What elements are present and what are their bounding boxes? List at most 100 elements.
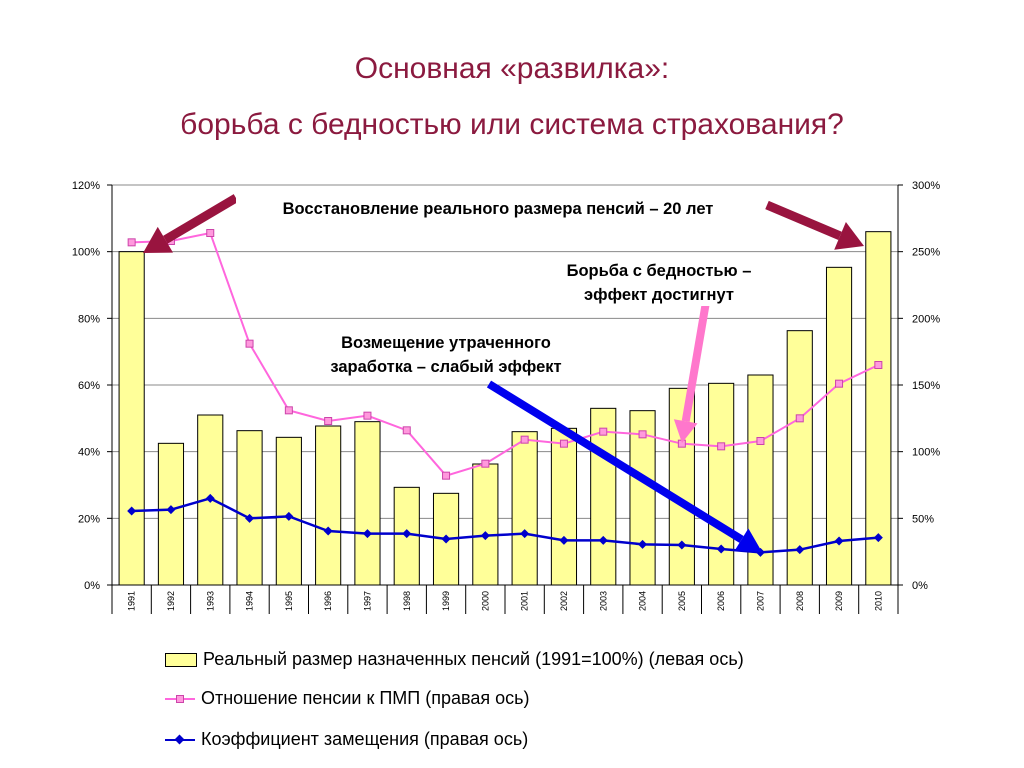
x-tick-label: 1996 bbox=[323, 591, 333, 611]
annotation-box bbox=[236, 195, 760, 221]
x-tick-label: 1993 bbox=[205, 591, 215, 611]
x-tick-label: 1997 bbox=[362, 591, 372, 611]
bar bbox=[118, 251, 145, 586]
legend-swatch-line-pink bbox=[165, 693, 195, 705]
legend-label: Реальный размер назначенных пенсий (1991… bbox=[203, 649, 744, 669]
bar bbox=[236, 430, 263, 586]
left-tick-label: 60% bbox=[78, 380, 100, 392]
pmp-ratio-point bbox=[206, 229, 215, 237]
pmp-ratio-point bbox=[127, 238, 136, 247]
bar bbox=[708, 382, 735, 586]
left-tick-label: 120% bbox=[72, 180, 100, 192]
chart-title-line-1: Основная «развилка»: bbox=[354, 52, 670, 85]
pmp-ratio-point bbox=[717, 442, 726, 451]
replacement-rate-point bbox=[127, 506, 137, 516]
annotation-poverty-line-1: Борьба с бедностью – bbox=[567, 262, 752, 280]
bar bbox=[511, 431, 538, 586]
right-tick-label: 250% bbox=[912, 247, 940, 259]
pmp-ratio-line bbox=[131, 231, 879, 477]
replacement-rate-point bbox=[598, 535, 608, 545]
legend-item-pension-size: Реальный размер назначенных пенсий (1991… bbox=[165, 649, 744, 670]
replacement-rate-point bbox=[480, 531, 490, 541]
bar bbox=[275, 436, 302, 586]
left-tick-label: 100% bbox=[72, 247, 100, 259]
legend-label: Коэффициент замещения (правая ось) bbox=[201, 729, 529, 749]
annotation-compensation-line-1: Возмещение утраченного bbox=[341, 334, 551, 352]
bar bbox=[550, 427, 578, 586]
replacement-rate-point bbox=[716, 544, 726, 554]
chart-title-line-2: борьба с бедностью или система страхован… bbox=[180, 108, 844, 141]
x-tick-label: 1995 bbox=[284, 591, 294, 611]
replacement-rate-point bbox=[441, 534, 451, 544]
arrow-to-2010-shaft bbox=[765, 200, 842, 241]
pmp-ratio-point bbox=[481, 459, 490, 468]
pmp-ratio-point bbox=[245, 339, 254, 348]
x-tick-label: 1992 bbox=[166, 591, 176, 611]
legend-label: Отношение пенсии к ПМП (правая ось) bbox=[201, 688, 530, 708]
x-tick-label: 2007 bbox=[755, 591, 765, 611]
arrow-to-replacement-rate-head bbox=[734, 528, 762, 552]
arrow-to-1991-head bbox=[143, 226, 174, 253]
left-tick-label: 20% bbox=[78, 513, 100, 525]
pmp-ratio-point bbox=[402, 426, 411, 435]
replacement-rate-point bbox=[166, 505, 176, 515]
replacement-rate-point bbox=[638, 539, 648, 549]
x-tick-label: 2005 bbox=[677, 591, 687, 611]
arrow-to-1991-shaft bbox=[163, 194, 239, 244]
replacement-rate-point bbox=[205, 493, 215, 503]
right-tick-label: 200% bbox=[912, 313, 940, 325]
arrow-to-poverty-effect-head bbox=[673, 419, 698, 443]
right-tick-label: 100% bbox=[912, 447, 940, 459]
replacement-rate-point bbox=[284, 511, 294, 521]
x-tick-label: 2006 bbox=[716, 591, 726, 611]
left-tick-label: 0% bbox=[84, 580, 100, 592]
right-tick-label: 0% bbox=[912, 580, 928, 592]
annotation-poverty-line-2: эффект достигнут bbox=[584, 286, 734, 304]
x-tick-label: 2010 bbox=[873, 591, 883, 611]
x-tick-label: 1994 bbox=[245, 591, 255, 611]
bar bbox=[668, 387, 695, 586]
legend-swatch-bar bbox=[165, 652, 197, 667]
x-tick-label: 1998 bbox=[402, 591, 412, 611]
replacement-rate-point bbox=[795, 545, 805, 555]
replacement-rate-point bbox=[873, 533, 883, 543]
bar bbox=[590, 407, 617, 586]
bar bbox=[315, 425, 342, 586]
replacement-rate-point bbox=[834, 536, 844, 546]
x-tick-label: 2008 bbox=[795, 591, 805, 611]
bar bbox=[786, 330, 813, 586]
annotation-compensation-line-2: заработка – слабый эффект bbox=[330, 358, 561, 376]
replacement-rate-point bbox=[362, 529, 372, 539]
pmp-ratio-point bbox=[324, 417, 333, 425]
x-tick-label: 2000 bbox=[480, 591, 490, 611]
right-tick-label: 300% bbox=[912, 180, 940, 192]
pmp-ratio-point bbox=[795, 414, 804, 423]
replacement-rate-point bbox=[323, 526, 333, 536]
pmp-ratio-point bbox=[599, 427, 608, 436]
pmp-ratio-point bbox=[363, 411, 372, 420]
replacement-rate-point bbox=[402, 529, 412, 539]
x-tick-label: 2004 bbox=[638, 591, 648, 611]
legend-item-replacement-rate: Коэффициент замещения (правая ось) bbox=[165, 729, 528, 750]
legend-swatch-line-blue bbox=[165, 734, 195, 746]
bar bbox=[472, 463, 499, 586]
right-tick-label: 150% bbox=[912, 380, 940, 392]
arrow-to-2010-head bbox=[834, 222, 864, 250]
replacement-rate-point bbox=[677, 540, 687, 550]
pmp-ratio-point bbox=[559, 439, 568, 448]
replacement-rate-point bbox=[520, 529, 530, 539]
x-tick-label: 2001 bbox=[520, 591, 530, 611]
arrow-to-poverty-effect-shaft bbox=[681, 301, 710, 422]
right-tick-label: 50% bbox=[912, 513, 934, 525]
x-tick-label: 2002 bbox=[559, 591, 569, 611]
pmp-ratio-point bbox=[638, 430, 647, 439]
pmp-ratio-point bbox=[756, 437, 765, 445]
x-tick-label: 1999 bbox=[441, 591, 451, 611]
annotation-box bbox=[542, 256, 776, 306]
left-tick-label: 40% bbox=[78, 447, 100, 459]
annotation-restoration: Восстановление реального размера пенсий … bbox=[283, 200, 714, 218]
pmp-ratio-point bbox=[284, 406, 293, 415]
left-tick-label: 80% bbox=[78, 313, 100, 325]
replacement-rate-point bbox=[559, 535, 569, 545]
